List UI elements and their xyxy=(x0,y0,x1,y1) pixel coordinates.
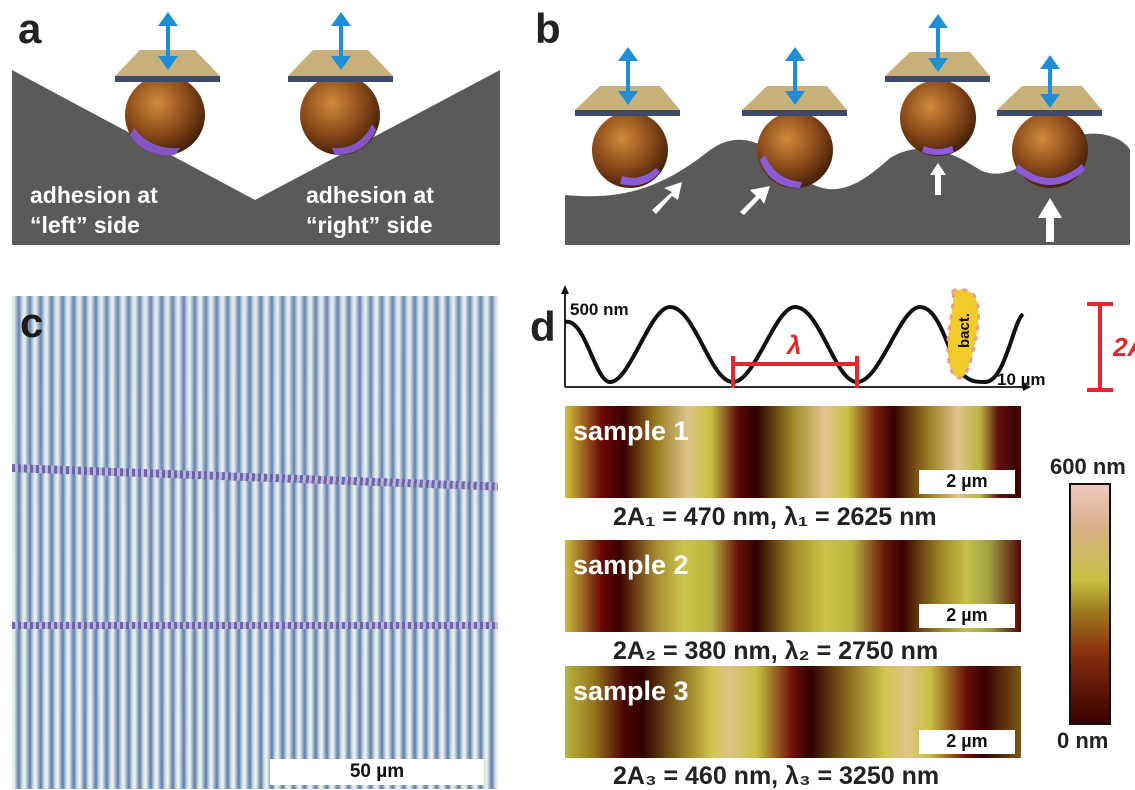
wavy-surface xyxy=(565,133,1130,245)
contact-right xyxy=(332,124,376,155)
contact-left xyxy=(130,128,180,156)
sample-3-scale-bar: 2 µm xyxy=(919,730,1015,754)
colorbar xyxy=(1069,483,1111,725)
sample-3-caption: 2A₃ = 460 nm, λ₃ = 3250 nm xyxy=(613,762,940,790)
panel-a-label-left: adhesion at “left” side xyxy=(30,182,158,238)
profile-curve xyxy=(564,304,1025,385)
force-arrow-b3 xyxy=(930,163,946,195)
probe-b2 xyxy=(740,47,847,215)
afm-sample-1: sample 1 2 µm xyxy=(565,406,1021,498)
arrow-up-left xyxy=(158,12,178,26)
force-arrow-b4 xyxy=(1038,198,1062,242)
probe-b3 xyxy=(885,14,990,195)
micrograph-scale-bar: 50 µm xyxy=(270,759,484,785)
cantilever-base-left xyxy=(115,76,220,82)
panel-d-letter: d xyxy=(530,303,556,350)
profile-y-label: 500 nm xyxy=(570,300,629,319)
micrograph-defect-line-upper xyxy=(12,464,498,491)
amplitude-label: 2A xyxy=(1112,332,1135,362)
force-arrow-b2 xyxy=(740,186,770,215)
arrow-down-right xyxy=(331,56,351,70)
profile-x-label: 10 µm xyxy=(997,370,1046,389)
sample-2-label: sample 2 xyxy=(573,550,689,580)
bead-right xyxy=(300,75,380,155)
panel-b-letter: b xyxy=(535,5,561,52)
probe-left xyxy=(115,12,220,156)
sample-1-caption: 2A₁ = 470 nm, λ₁ = 2625 nm xyxy=(613,503,937,531)
panel-a-label-right: adhesion at “right” side xyxy=(306,182,434,238)
probe-b1 xyxy=(575,47,682,214)
amplitude-marker: 2A xyxy=(1087,302,1135,392)
sample-2-caption: 2A₂ = 380 nm, λ₂ = 2750 nm xyxy=(613,637,939,665)
micrograph-defect-line-lower xyxy=(12,622,498,629)
cantilever-base-right xyxy=(288,76,393,82)
force-arrow-b1 xyxy=(652,182,682,214)
probe-b4 xyxy=(997,55,1102,242)
panel-b-diagram xyxy=(565,14,1130,245)
panel-c-letter: c xyxy=(20,299,44,346)
sample-1-scale-bar: 2 µm xyxy=(919,470,1015,494)
wavelength-symbol: λ xyxy=(785,330,801,360)
bacterium: bact. xyxy=(946,288,980,380)
bead-left xyxy=(125,75,205,155)
afm-sample-3: sample 3 2 µm xyxy=(565,666,1021,758)
panel-a-diagram xyxy=(12,12,500,245)
sample-2-scale-bar: 2 µm xyxy=(919,604,1015,628)
panel-a-letter: a xyxy=(18,5,42,52)
arrow-up-right xyxy=(331,12,351,26)
arrow-down-left xyxy=(158,56,178,70)
probe-right xyxy=(288,12,393,155)
colorbar-min-label: 0 nm xyxy=(1057,728,1109,753)
wavelength-marker: λ xyxy=(731,330,859,388)
v-groove-surface xyxy=(12,70,500,245)
colorbar-max-label: 600 nm xyxy=(1050,454,1126,479)
sample-1-label: sample 1 xyxy=(573,416,689,446)
micrograph: 50 µm xyxy=(12,296,498,789)
height-profile: 500 nm 10 µm bact. λ 2A xyxy=(561,285,1135,392)
sample-3-label: sample 3 xyxy=(573,676,689,706)
bacterium-label: bact. xyxy=(956,313,973,348)
afm-sample-2: sample 2 2 µm xyxy=(565,540,1021,632)
